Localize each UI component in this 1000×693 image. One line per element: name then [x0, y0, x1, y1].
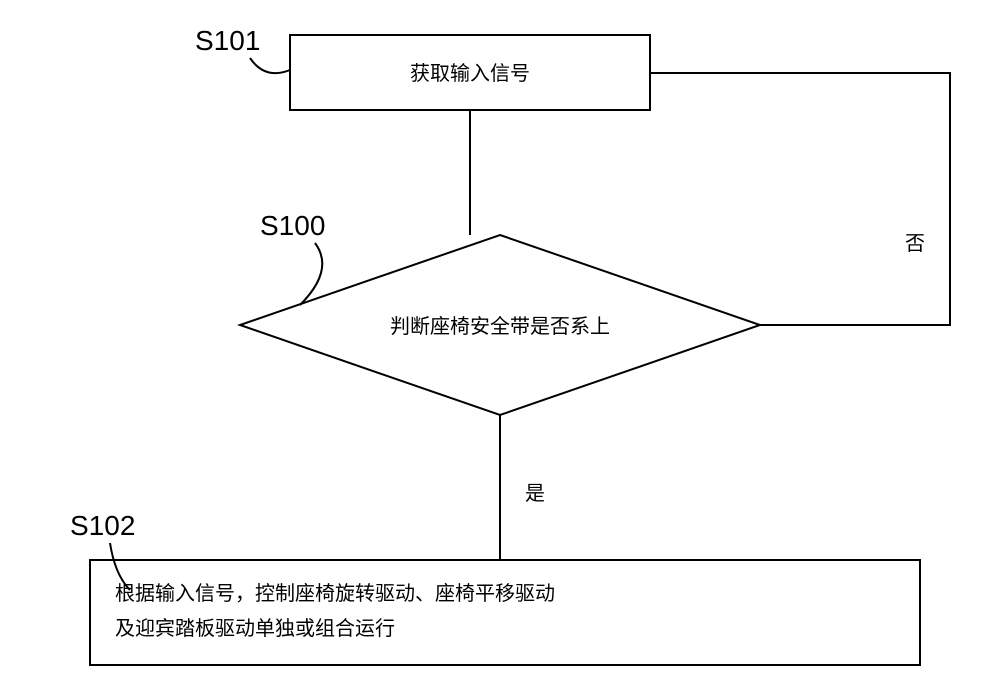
node-s101-text: 获取输入信号 [410, 62, 530, 85]
leader-s100 [300, 243, 322, 305]
edge-e3 [650, 73, 950, 325]
leader-s101 [250, 58, 290, 73]
label-s101: S101 [195, 25, 260, 56]
node-s100-text: 判断座椅安全带是否系上 [390, 315, 610, 338]
label-s102: S102 [70, 510, 135, 541]
node-s102 [90, 560, 920, 665]
edge-label-yes: 是 [525, 483, 545, 505]
edge-label-no: 否 [905, 233, 925, 255]
label-s100: S100 [260, 210, 325, 241]
node-s102-text-line1: 根据输入信号，控制座椅旋转驱动、座椅平移驱动 [115, 582, 555, 605]
node-s102-text-line2: 及迎宾踏板驱动单独或组合运行 [115, 617, 395, 640]
